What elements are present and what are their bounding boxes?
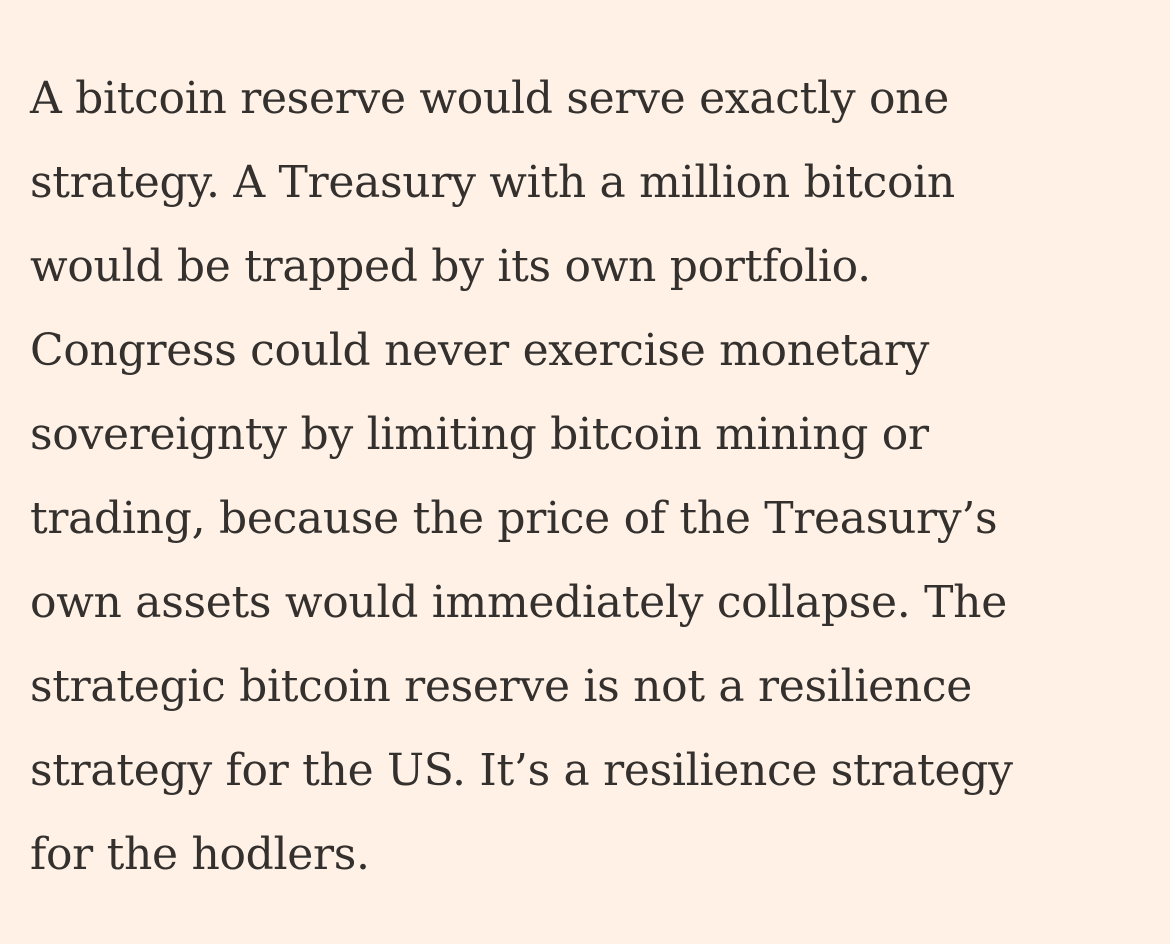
paragraph-line: trading, because the price of the Treasu… [30, 493, 998, 544]
paragraph-line: own assets would immediately collapse. T… [30, 577, 1007, 628]
paragraph-line: for the hodlers. [30, 829, 370, 880]
paragraph-line: strategy for the US. It’s a resilience s… [30, 745, 1013, 796]
paragraph-line: A bitcoin reserve would serve exactly on… [30, 73, 949, 124]
paragraph-line: sovereignty by limiting bitcoin mining o… [30, 409, 929, 460]
paragraph-line: Congress could never exercise monetary [30, 325, 930, 376]
paragraph-line: would be trapped by its own portfolio. [30, 241, 871, 292]
article-paragraph: A bitcoin reserve would serve exactly on… [30, 57, 1140, 897]
paragraph-line: strategic bitcoin reserve is not a resil… [30, 661, 972, 712]
paragraph-line: strategy. A Treasury with a million bitc… [30, 157, 955, 208]
